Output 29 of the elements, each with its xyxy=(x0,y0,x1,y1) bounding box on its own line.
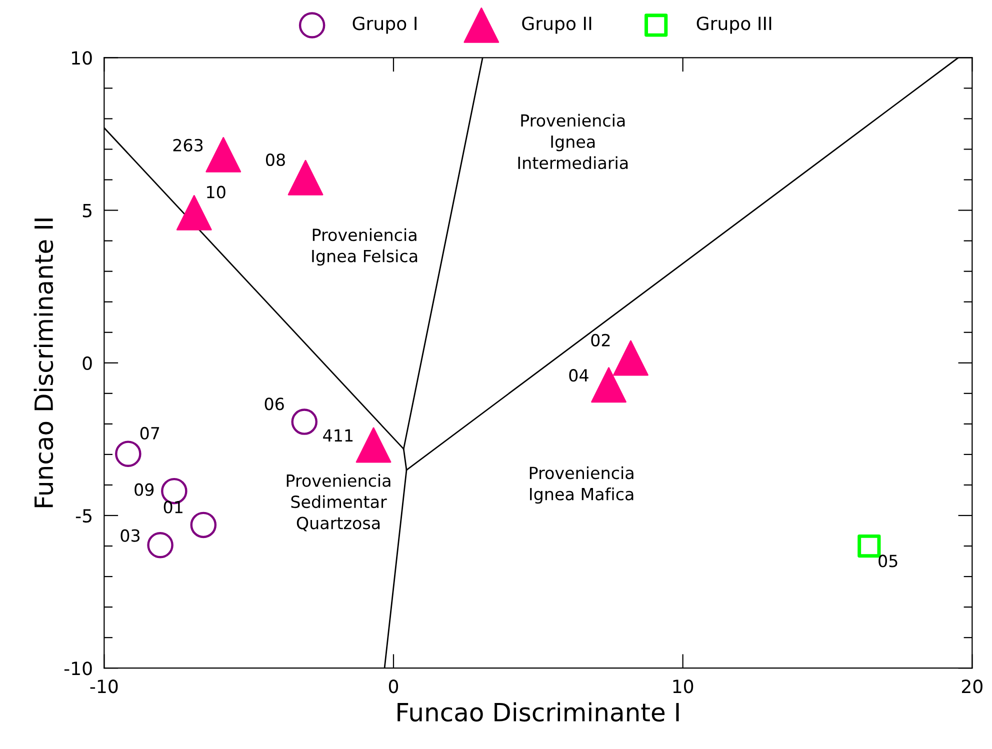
annotation: 03 xyxy=(120,529,140,542)
annotation: 05 xyxy=(878,554,898,568)
annotation: 10 xyxy=(207,186,226,198)
y-tick-label: -5 xyxy=(76,509,92,523)
y-tick-label: 10 xyxy=(72,51,92,65)
y-tick-label: -10 xyxy=(64,662,92,676)
annotation: 07 xyxy=(140,426,160,440)
y-tick-label: 0 xyxy=(82,356,92,370)
annotation: 01 xyxy=(164,500,182,514)
legend-label: Grupo II xyxy=(522,16,592,34)
annotation: 411 xyxy=(323,429,353,442)
annotation: 08 xyxy=(266,153,285,166)
annotation: 263 xyxy=(173,138,203,152)
y-tick-label: 5 xyxy=(82,204,92,218)
x-tick-label: 0 xyxy=(388,680,398,694)
annotation: Proveniencia Ignea Mafica xyxy=(530,466,634,504)
x-tick-label: 10 xyxy=(673,680,694,694)
legend-label: Grupo I xyxy=(352,16,416,34)
x-tick-label: 20 xyxy=(962,680,982,694)
annotation: Proveniencia Ignea Intermediaria xyxy=(518,114,628,170)
y-axis-title: Funcao Discriminante II xyxy=(34,218,54,508)
annotation: Proveniencia Ignea Felsica xyxy=(312,228,418,266)
annotation: 02 xyxy=(591,334,610,346)
legend-label: Grupo III xyxy=(696,16,772,34)
annotation: 09 xyxy=(134,483,154,496)
annotation: 06 xyxy=(264,398,284,410)
annotation: 04 xyxy=(569,369,588,382)
x-axis-title: Funcao Discriminante I xyxy=(398,702,679,722)
annotation: Proveniencia Sedimentar Quartzosa xyxy=(286,474,390,532)
